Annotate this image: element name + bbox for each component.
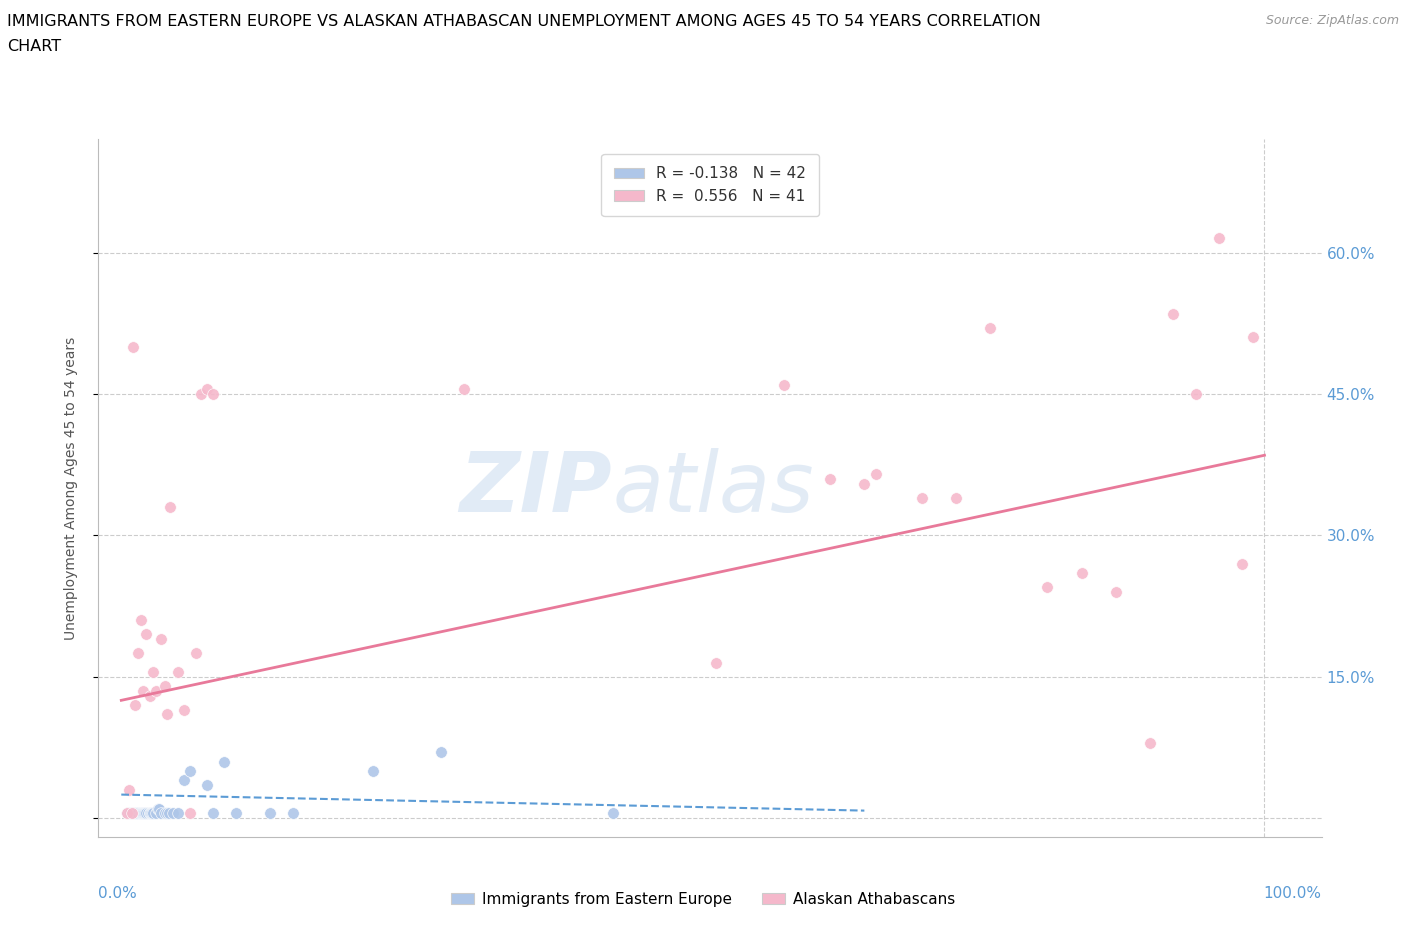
- Point: [139, 806, 162, 821]
- Point: [179, 806, 201, 821]
- Point: [157, 806, 180, 821]
- Point: [162, 806, 184, 821]
- Point: [167, 665, 190, 680]
- Point: [150, 631, 173, 646]
- Point: [156, 707, 179, 722]
- Point: [1208, 231, 1230, 246]
- Point: [979, 321, 1001, 336]
- Point: [115, 806, 138, 821]
- Point: [124, 806, 146, 821]
- Point: [127, 806, 149, 821]
- Point: [139, 806, 162, 821]
- Point: [127, 806, 149, 821]
- Point: [773, 378, 796, 392]
- Point: [142, 806, 165, 821]
- Point: [453, 382, 475, 397]
- Point: [361, 764, 384, 778]
- Point: [1161, 307, 1184, 322]
- Point: [134, 806, 156, 821]
- Point: [195, 382, 218, 397]
- Point: [146, 802, 169, 817]
- Point: [153, 679, 176, 694]
- Point: [201, 387, 224, 402]
- Point: [173, 702, 195, 717]
- Point: [201, 806, 224, 821]
- Point: [1105, 584, 1128, 599]
- Legend: Immigrants from Eastern Europe, Alaskan Athabascans: Immigrants from Eastern Europe, Alaskan …: [444, 886, 962, 913]
- Point: [259, 806, 281, 821]
- Point: [167, 806, 190, 821]
- Point: [150, 806, 173, 821]
- Point: [281, 806, 304, 821]
- Point: [136, 806, 159, 821]
- Point: [818, 472, 841, 486]
- Point: [1139, 736, 1161, 751]
- Point: [148, 802, 170, 817]
- Point: [159, 499, 181, 514]
- Point: [602, 806, 624, 821]
- Point: [125, 806, 148, 821]
- Text: ZIP: ZIP: [460, 447, 612, 529]
- Point: [145, 806, 167, 821]
- Point: [139, 688, 162, 703]
- Point: [179, 764, 201, 778]
- Point: [121, 806, 143, 821]
- Point: [131, 806, 153, 821]
- Point: [141, 806, 163, 821]
- Point: [156, 806, 179, 821]
- Point: [115, 806, 138, 821]
- Point: [195, 777, 218, 792]
- Point: [704, 656, 727, 671]
- Point: [121, 806, 143, 821]
- Text: 100.0%: 100.0%: [1264, 885, 1322, 901]
- Text: 0.0%: 0.0%: [98, 885, 138, 901]
- Point: [1036, 579, 1059, 594]
- Point: [910, 490, 932, 505]
- Point: [142, 665, 165, 680]
- Point: [1185, 387, 1208, 402]
- Point: [127, 645, 149, 660]
- Text: Source: ZipAtlas.com: Source: ZipAtlas.com: [1265, 14, 1399, 27]
- Point: [121, 339, 143, 354]
- Point: [139, 806, 162, 821]
- Point: [124, 698, 146, 712]
- Point: [118, 806, 141, 821]
- Point: [190, 387, 212, 402]
- Point: [430, 745, 453, 760]
- Point: [134, 806, 156, 821]
- Point: [129, 806, 152, 821]
- Point: [1070, 565, 1092, 580]
- Point: [135, 806, 157, 821]
- Text: IMMIGRANTS FROM EASTERN EUROPE VS ALASKAN ATHABASCAN UNEMPLOYMENT AMONG AGES 45 : IMMIGRANTS FROM EASTERN EUROPE VS ALASKA…: [7, 14, 1040, 29]
- Point: [184, 645, 207, 660]
- Point: [145, 684, 167, 698]
- Point: [120, 806, 142, 821]
- Point: [153, 806, 176, 821]
- Point: [129, 613, 152, 628]
- Y-axis label: Unemployment Among Ages 45 to 54 years: Unemployment Among Ages 45 to 54 years: [63, 337, 77, 640]
- Point: [132, 806, 155, 821]
- Point: [853, 476, 876, 491]
- Legend: R = -0.138   N = 42, R =  0.556   N = 41: R = -0.138 N = 42, R = 0.556 N = 41: [602, 154, 818, 216]
- Point: [1230, 556, 1253, 571]
- Point: [945, 490, 967, 505]
- Point: [865, 467, 887, 482]
- Point: [212, 754, 235, 769]
- Point: [121, 806, 143, 821]
- Point: [128, 806, 150, 821]
- Point: [135, 627, 157, 642]
- Text: atlas: atlas: [612, 447, 814, 529]
- Point: [173, 773, 195, 788]
- Point: [1241, 330, 1264, 345]
- Point: [225, 806, 247, 821]
- Text: CHART: CHART: [7, 39, 60, 54]
- Point: [132, 684, 155, 698]
- Point: [118, 782, 141, 797]
